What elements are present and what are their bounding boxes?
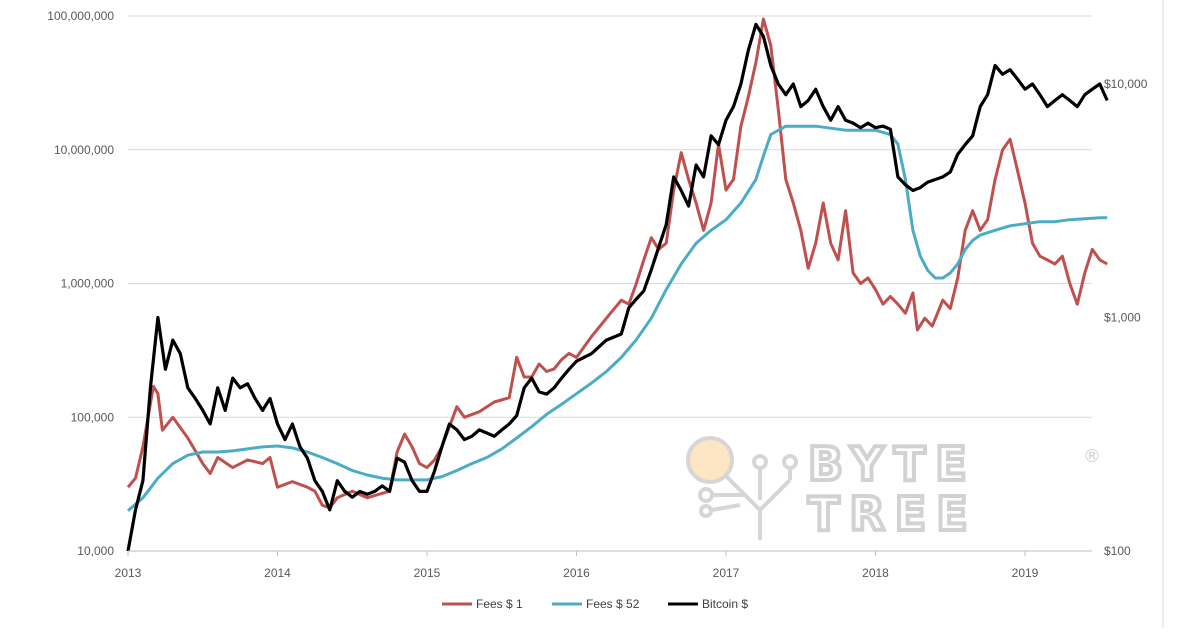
y-left-tick-label: 100,000,000 <box>47 9 114 23</box>
x-tick-label: 2014 <box>264 566 291 580</box>
x-tick-label: 2015 <box>414 566 441 580</box>
x-tick-label: 2018 <box>862 566 889 580</box>
bytetree-watermark: BYTE TREE ® <box>686 435 1101 543</box>
x-tick-label: 2017 <box>713 566 740 580</box>
series-line-2 <box>127 124 1108 512</box>
axis-labels: 10,000 100,000 1,000,000 10,000,000 100,000,… <box>47 9 1147 580</box>
y-left-tick-label: 10,000 <box>77 544 114 558</box>
y-right-tick-label: $10,000 <box>1104 77 1148 91</box>
watermark-line1: BYTE <box>808 437 977 491</box>
legend: Fees $ 1 Fees $ 52 Bitcoin $ <box>442 597 748 611</box>
series-layer <box>126 17 1109 552</box>
bytetree-logo-icon <box>686 436 798 540</box>
x-tick-label: 2019 <box>1012 566 1039 580</box>
watermark-registered: ® <box>1083 446 1101 467</box>
y-left-tick-label: 100,000 <box>71 410 115 424</box>
y-right-tick-label: $1,000 <box>1104 311 1141 325</box>
legend-label: Fees $ 1 <box>476 597 523 611</box>
series-line-1 <box>126 17 1108 510</box>
x-tick-label: 2013 <box>115 566 142 580</box>
legend-label: Fees $ 52 <box>586 597 640 611</box>
x-tick-label: 2016 <box>563 566 590 580</box>
watermark-line2: TREE <box>808 487 978 541</box>
series-line-3 <box>126 22 1109 552</box>
y-right-tick-label: $100 <box>1104 544 1131 558</box>
y-left-tick-label: 10,000,000 <box>54 143 114 157</box>
y-left-tick-label: 1,000,000 <box>61 277 115 291</box>
legend-label: Bitcoin $ <box>702 597 748 611</box>
